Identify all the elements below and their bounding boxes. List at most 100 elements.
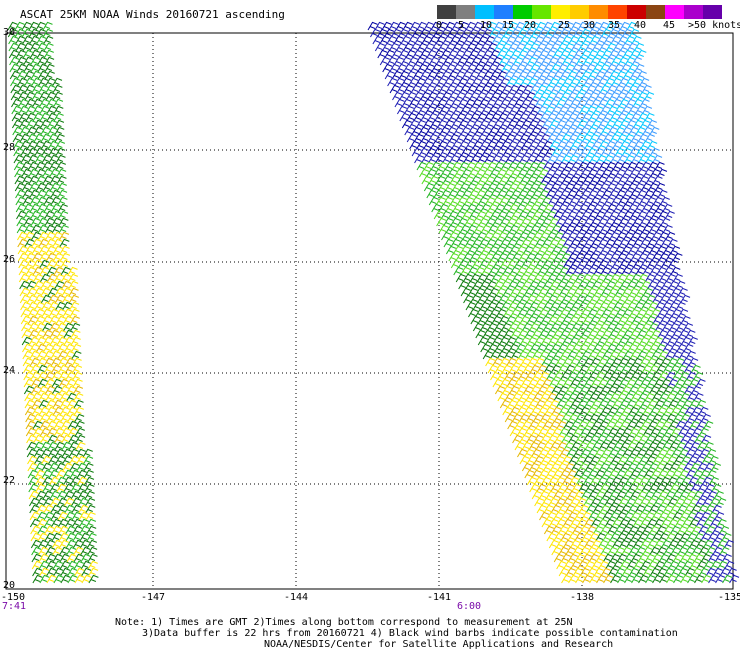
wind-barb	[475, 189, 486, 199]
wind-barb	[456, 196, 467, 206]
wind-barb	[59, 406, 71, 416]
wind-barb	[492, 357, 503, 367]
wind-barb	[539, 371, 550, 381]
wind-barb	[497, 231, 508, 241]
wind-barb	[36, 357, 47, 367]
wind-barb	[702, 518, 713, 528]
wind-barb	[47, 448, 58, 458]
wind-barb	[428, 175, 439, 185]
wind-barb	[664, 329, 675, 339]
wind-barb	[654, 322, 666, 332]
wind-barb	[459, 203, 470, 213]
wind-barb	[45, 406, 57, 416]
wind-barb	[406, 112, 417, 122]
wind-barb	[606, 203, 617, 213]
wind-barb	[467, 147, 478, 157]
wind-barb	[51, 217, 62, 227]
wind-barb	[65, 539, 76, 549]
wind-barb	[521, 21, 532, 31]
wind-barb	[34, 308, 45, 318]
wind-barb	[592, 364, 603, 374]
wind-barb	[9, 63, 20, 73]
wind-barb	[520, 357, 531, 367]
wind-barb	[527, 357, 538, 367]
wind-barb	[561, 196, 572, 206]
wind-barb	[419, 49, 430, 59]
wind-barb	[453, 147, 464, 157]
wind-barb	[509, 427, 520, 437]
wind-barb	[433, 28, 444, 38]
wind-barb	[528, 280, 539, 290]
wind-barb	[416, 140, 427, 150]
wind-barb	[512, 175, 523, 185]
wind-barb	[598, 280, 609, 290]
wind-barb	[38, 406, 50, 416]
wind-barb	[644, 112, 655, 122]
wind-barb	[664, 448, 675, 458]
wind-barb	[637, 252, 648, 262]
wind-barb	[577, 322, 589, 332]
wind-barb	[582, 574, 593, 584]
wind-barb	[589, 56, 600, 66]
wind-barb	[597, 497, 608, 507]
wind-barb	[427, 133, 438, 143]
wind-barb	[438, 224, 449, 234]
wind-barb	[615, 469, 626, 479]
wind-barb	[454, 28, 465, 38]
wind-barb	[478, 77, 489, 87]
wind-barb	[528, 182, 540, 192]
wind-barb	[37, 210, 48, 220]
wind-barb	[45, 252, 57, 262]
colorbar-swatch	[475, 5, 494, 19]
wind-barb	[595, 273, 606, 283]
colorbar-swatch	[570, 5, 589, 19]
wind-barb	[39, 259, 50, 269]
wind-barb	[543, 245, 555, 255]
wind-barb	[569, 98, 580, 108]
wind-barb	[24, 399, 35, 409]
wind-barb	[537, 126, 548, 136]
wind-barb	[688, 497, 699, 507]
wind-barb	[44, 364, 55, 374]
wind-barb	[515, 364, 526, 374]
wind-barb	[635, 406, 646, 416]
wind-barb	[507, 42, 519, 52]
wind-barb	[526, 476, 537, 486]
wind-barb	[693, 553, 704, 563]
wind-barb	[53, 427, 64, 437]
wind-barb	[631, 294, 642, 304]
wind-barb	[697, 504, 708, 514]
wind-barb	[662, 504, 673, 514]
wind-barb	[620, 63, 631, 73]
wind-barb	[586, 406, 597, 416]
wind-barb	[46, 119, 58, 129]
wind-barb	[64, 357, 75, 367]
wind-barb	[24, 77, 35, 87]
wind-barb	[666, 315, 677, 325]
wind-barb	[567, 532, 578, 542]
wind-barb	[48, 455, 59, 465]
wind-barb	[610, 294, 621, 304]
wind-barb	[511, 133, 522, 143]
wind-barb	[471, 259, 482, 269]
wind-barb	[543, 224, 554, 234]
wind-barb	[481, 126, 492, 136]
wind-barb	[7, 28, 19, 38]
wind-barb	[76, 455, 87, 465]
wind-barb	[42, 336, 53, 346]
wind-barb	[508, 203, 519, 213]
wind-barb	[576, 378, 587, 388]
wind-barb	[601, 490, 612, 500]
wind-barb	[37, 532, 48, 542]
wind-barb	[576, 539, 587, 549]
wind-barb	[531, 469, 542, 479]
wind-barb	[598, 42, 610, 52]
wind-barb	[655, 203, 666, 213]
wind-barb	[633, 301, 644, 311]
wind-barb	[652, 294, 663, 304]
wind-barb	[29, 49, 40, 59]
wind-barb	[521, 441, 532, 451]
wind-barb	[561, 35, 572, 45]
wind-barb	[585, 84, 596, 94]
wind-barb	[475, 49, 486, 59]
